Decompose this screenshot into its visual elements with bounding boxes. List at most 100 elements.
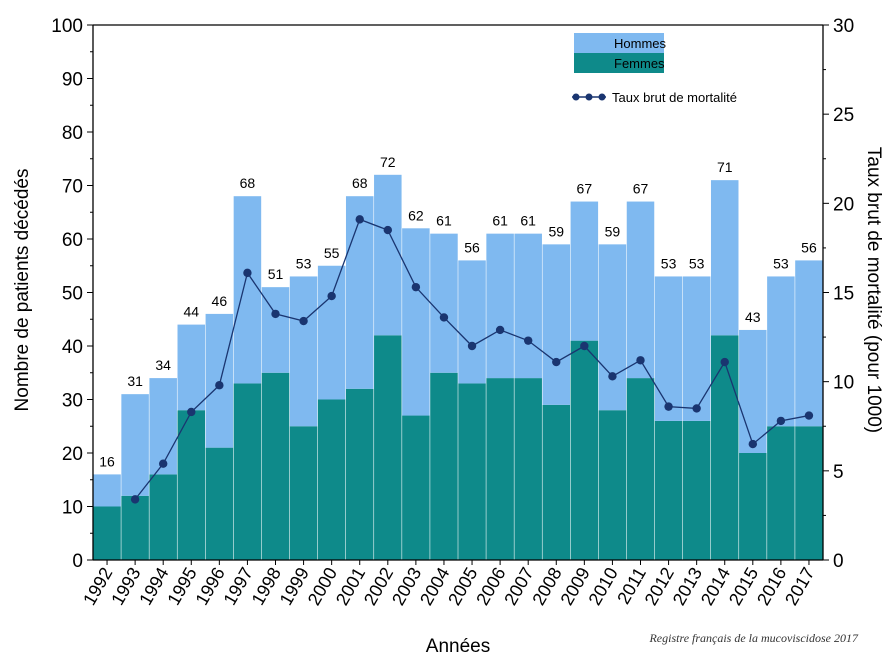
rate-line-layer xyxy=(130,215,814,504)
legend: Hommes Femmes Taux brut de mortalité xyxy=(572,33,737,105)
bar-total-label: 53 xyxy=(689,255,705,271)
x-tick-label: 2001 xyxy=(332,564,369,609)
bar-hommes xyxy=(626,201,655,379)
bar-hommes xyxy=(654,276,683,421)
y-tick-label: 80 xyxy=(62,123,83,144)
bar-hommes xyxy=(767,276,795,427)
bar-femmes xyxy=(542,404,571,560)
bar-total-label: 61 xyxy=(492,213,508,229)
y-tick-label: 100 xyxy=(51,16,83,37)
rate-point xyxy=(411,282,421,292)
x-tick-label: 2017 xyxy=(781,564,818,609)
x-tick-label: 1997 xyxy=(220,564,257,609)
rate-point xyxy=(215,381,224,390)
y2-tick-label: 25 xyxy=(833,105,854,126)
x-tick-label: 2002 xyxy=(360,564,397,609)
bar-hommes xyxy=(402,228,430,416)
bar-total-label: 43 xyxy=(745,309,761,325)
bar-hommes xyxy=(570,201,599,341)
bar-hommes xyxy=(795,260,823,427)
x-tick-label: 2015 xyxy=(725,564,762,609)
y2-tick-label: 30 xyxy=(833,16,854,37)
legend-femmes-swatch xyxy=(574,53,664,73)
rate-point xyxy=(523,336,533,345)
bar-total-label: 16 xyxy=(99,453,115,469)
bar-femmes xyxy=(261,372,290,560)
bar-femmes xyxy=(374,335,402,560)
bars-layer xyxy=(93,174,823,560)
bar-femmes xyxy=(205,447,234,560)
x-tick-label: 2008 xyxy=(528,564,565,609)
bar-total-label: 56 xyxy=(801,239,817,255)
bar-total-label: 34 xyxy=(155,357,171,373)
x-tick-label: 1995 xyxy=(163,564,200,609)
rate-point xyxy=(776,416,786,426)
bar-femmes xyxy=(682,420,711,560)
bar-femmes xyxy=(570,340,599,560)
rate-point xyxy=(804,411,814,420)
bar-hommes xyxy=(739,329,767,453)
y-tick-label: 50 xyxy=(62,284,83,305)
y2-tick-label: 0 xyxy=(833,551,844,572)
legend-hommes-swatch xyxy=(574,33,664,53)
bar-hommes xyxy=(177,324,206,411)
bar-femmes xyxy=(486,378,514,560)
bar-total-label: 68 xyxy=(352,175,368,191)
rate-point xyxy=(467,341,477,351)
rate-point xyxy=(664,402,673,411)
bar-total-label: 53 xyxy=(773,255,789,271)
bar-hommes xyxy=(598,244,627,411)
rate-point xyxy=(130,495,140,504)
rate-point xyxy=(327,291,336,301)
bar-total-label: 72 xyxy=(380,154,396,170)
bar-hommes xyxy=(430,233,458,373)
bar-total-label: 53 xyxy=(296,255,312,271)
x-tick-label: 1992 xyxy=(79,564,116,609)
legend-line-marker xyxy=(572,93,580,101)
bar-total-label: 51 xyxy=(268,266,284,282)
bar-femmes xyxy=(430,372,458,560)
x-tick-label: 2013 xyxy=(669,564,706,609)
bar-hommes xyxy=(486,233,514,379)
bar-hommes xyxy=(374,174,402,336)
x-tick-label: 2012 xyxy=(641,564,678,609)
rate-point xyxy=(271,309,280,319)
bar-femmes xyxy=(317,399,346,560)
rate-point xyxy=(748,439,758,449)
bar-total-label: 68 xyxy=(240,175,256,191)
bar-total-label: 67 xyxy=(633,181,649,197)
x-tick-label: 1998 xyxy=(248,564,285,609)
bar-total-label: 71 xyxy=(717,159,733,175)
bar-total-label: 56 xyxy=(464,239,480,255)
x-tick-label: 2007 xyxy=(500,564,537,609)
legend-hommes-label: Hommes xyxy=(614,36,667,51)
x-tick-label: 2010 xyxy=(585,564,622,609)
bar-hommes xyxy=(205,313,234,448)
bar-total-label: 61 xyxy=(520,213,536,229)
bar-total-label: 44 xyxy=(183,304,199,320)
legend-line-marker xyxy=(598,93,606,101)
rate-point xyxy=(355,215,364,224)
bar-total-label: 61 xyxy=(436,213,452,229)
y-tick-label: 70 xyxy=(62,177,83,198)
legend-femmes-label: Femmes xyxy=(614,56,665,71)
x-tick-label: 1999 xyxy=(276,564,313,609)
bar-femmes xyxy=(654,420,683,560)
y-axis-label: Nombre de patients décédés xyxy=(12,169,33,412)
rate-point xyxy=(692,404,701,413)
bar-total-label: 59 xyxy=(548,223,564,239)
y-tick-label: 30 xyxy=(62,391,83,412)
bar-total-label: 62 xyxy=(408,207,424,223)
y-tick-label: 60 xyxy=(62,230,83,251)
rate-point xyxy=(187,407,196,417)
bar-femmes xyxy=(177,410,206,560)
bar-femmes xyxy=(767,426,795,560)
bar-hommes xyxy=(149,378,177,475)
x-tick-label: 1994 xyxy=(135,564,172,609)
rate-point xyxy=(608,372,617,381)
bar-femmes xyxy=(626,378,655,560)
bar-femmes xyxy=(710,335,739,560)
rate-point xyxy=(580,341,589,351)
bar-femmes xyxy=(93,506,121,560)
